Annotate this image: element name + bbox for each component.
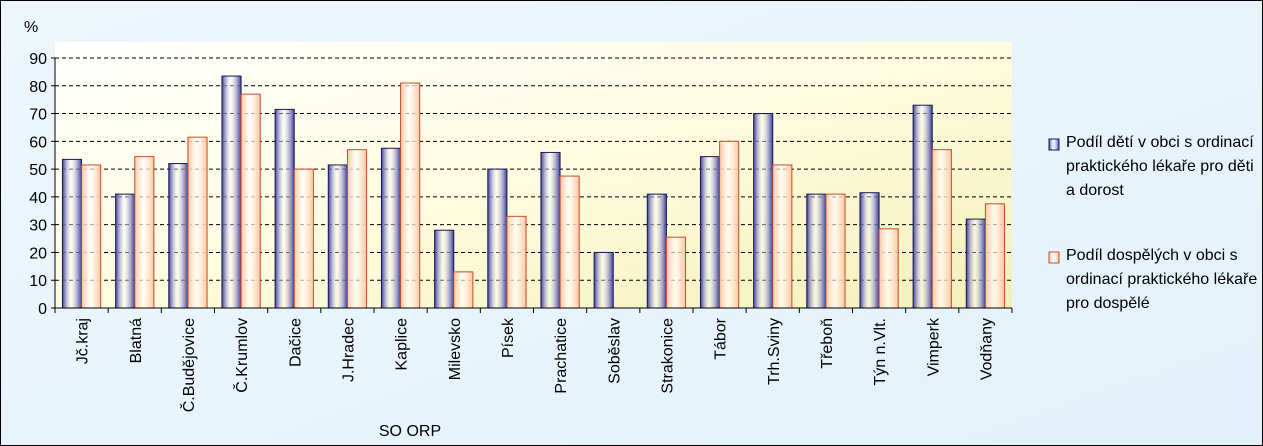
bar: [240, 93, 261, 309]
bar: [115, 193, 136, 309]
y-tick-label: 40: [29, 190, 47, 207]
x-tick-label: Vimperk: [925, 317, 942, 376]
y-tick-label: 50: [29, 162, 47, 179]
y-axis-label: %: [24, 19, 38, 36]
bar: [293, 168, 314, 309]
bar: [168, 163, 189, 309]
x-tick-label: Jč.kraj: [75, 318, 92, 364]
x-tick-label: Týn n.Vlt.: [872, 318, 889, 386]
bar: [806, 193, 827, 309]
bar: [380, 147, 402, 309]
bar: [434, 229, 455, 309]
x-tick-label: Č.Budějovice: [179, 318, 198, 412]
plot-area: [55, 42, 1012, 308]
x-tick-label: Vodňany: [978, 318, 995, 380]
bar: [221, 75, 242, 309]
x-tick-label: Třeboň: [819, 318, 836, 369]
bar: [540, 151, 561, 309]
y-tick-label: 60: [29, 134, 47, 151]
bar: [327, 164, 348, 309]
y-tick-label: 90: [29, 51, 47, 68]
bar: [825, 193, 846, 309]
bar: [965, 218, 986, 309]
bar: [274, 108, 295, 309]
bar: [187, 136, 208, 309]
bar: [719, 140, 740, 309]
bar: [665, 236, 687, 309]
bar: [346, 149, 368, 309]
bar: [134, 156, 155, 309]
bar: [984, 203, 1006, 309]
bar: [487, 168, 508, 309]
x-tick-label: Prachatice: [553, 318, 570, 394]
bar: [753, 113, 774, 309]
y-tick-label: 30: [29, 218, 47, 235]
bar: [646, 193, 667, 309]
x-tick-label: Dačice: [287, 318, 304, 367]
x-tick-label: J.Hradec: [340, 318, 357, 382]
x-tick-label: Kaplice: [394, 318, 411, 371]
bar: [931, 149, 952, 309]
y-tick-label: 80: [29, 79, 47, 96]
legend-swatch: [1048, 251, 1060, 264]
y-tick-label: 70: [29, 107, 47, 124]
bar: [61, 158, 83, 309]
x-axis-label: SO ORP: [379, 423, 441, 440]
bar: [506, 215, 527, 309]
x-tick-label: Tábor: [713, 317, 730, 359]
bar: [559, 175, 580, 309]
x-tick-label: Č.Krumlov: [232, 318, 251, 393]
legend-swatch: [1048, 138, 1060, 151]
y-tick-label: 0: [38, 301, 47, 318]
y-tick-label: 10: [29, 273, 47, 290]
x-tick-label: Písek: [500, 317, 517, 358]
legend-label: Podíl dětí v obci s ordinací praktického…: [1066, 134, 1254, 199]
x-tick-label: Blatná: [128, 318, 145, 363]
bar: [772, 164, 793, 309]
bar: [912, 104, 933, 309]
x-tick-label: Soběslav: [606, 318, 623, 384]
bar: [593, 251, 614, 309]
bar: [878, 228, 899, 309]
bar: [400, 82, 421, 309]
bar: [859, 192, 880, 309]
bar: [699, 156, 721, 309]
x-tick-label: Strakonice: [659, 318, 676, 394]
y-tick-label: 20: [29, 245, 47, 262]
x-tick-label: Milevsko: [447, 318, 464, 380]
bar: [81, 164, 102, 309]
bar: [453, 271, 474, 309]
x-tick-label: Trh.Sviny: [766, 318, 783, 385]
legend-label: Podíl dospělých v obci s ordinací prakti…: [1066, 247, 1258, 312]
